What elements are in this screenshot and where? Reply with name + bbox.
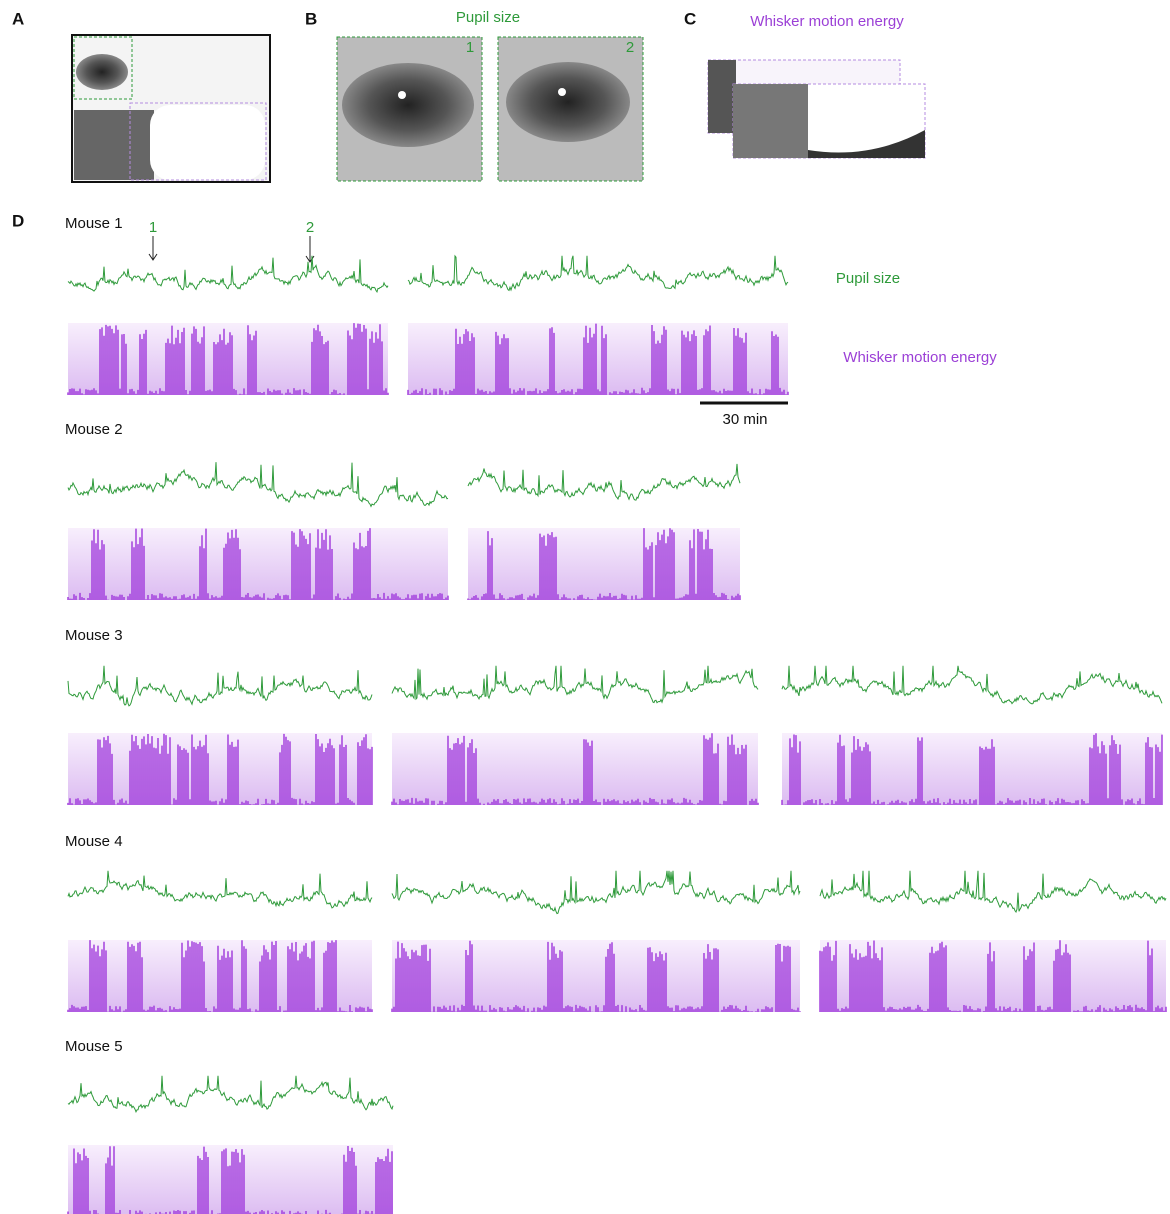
- arrow: [148, 236, 158, 261]
- mouse-label: Mouse 1: [65, 215, 123, 232]
- panel-label: B: [305, 9, 317, 28]
- whisker-frames: [707, 59, 926, 159]
- whisker-trace: [467, 528, 741, 600]
- whisker-trace: [391, 733, 759, 805]
- pupil-trace: [391, 870, 801, 915]
- pupil-trace: [407, 254, 789, 292]
- pupil-trace: [467, 463, 741, 501]
- whisker-bg: [68, 528, 448, 600]
- panel-title: Whisker motion energy: [750, 13, 904, 30]
- panel-label: A: [12, 9, 24, 28]
- panel-label: C: [684, 9, 696, 28]
- whisker-bg: [392, 940, 800, 1012]
- pupil-trace: [67, 462, 449, 508]
- whisker-trace: [67, 323, 389, 395]
- pupil-frame: [336, 36, 483, 182]
- whisker-trace: [391, 940, 801, 1012]
- whisker-bg: [392, 733, 758, 805]
- pupil-trace: [819, 870, 1167, 914]
- whisker-trace: [67, 528, 449, 600]
- whisker-trace: [781, 733, 1163, 805]
- pupil-trace: [67, 255, 389, 294]
- frame-label: 2: [626, 39, 634, 56]
- pupil-trace: [781, 665, 1163, 705]
- mouse-label: Mouse 2: [65, 421, 123, 438]
- arrow-label: 2: [306, 219, 314, 236]
- camera-frame: [71, 34, 271, 183]
- pupil-trace: [67, 1075, 394, 1114]
- scale-label: 30 min: [722, 411, 767, 428]
- legend-label: Pupil size: [836, 270, 900, 287]
- pupil-trace: [67, 665, 373, 707]
- arrow: [305, 236, 315, 263]
- arrow-label: 1: [149, 219, 157, 236]
- panel-label: D: [12, 211, 24, 230]
- mouse-label: Mouse 3: [65, 627, 123, 644]
- mouse-label: Mouse 5: [65, 1038, 123, 1055]
- frame-label: 1: [466, 39, 474, 56]
- whisker-bg: [408, 323, 788, 395]
- pupil-frame: [497, 36, 644, 182]
- panel-title: Pupil size: [456, 9, 520, 26]
- whisker-trace: [819, 940, 1167, 1012]
- whisker-trace: [67, 940, 373, 1012]
- whisker-bg: [782, 733, 1162, 805]
- pupil-trace: [391, 665, 759, 704]
- legend-label: Whisker motion energy: [843, 349, 997, 366]
- pupil-trace: [67, 870, 373, 909]
- whisker-trace: [67, 733, 373, 805]
- mouse-label: Mouse 4: [65, 833, 123, 850]
- whisker-trace: [407, 323, 789, 395]
